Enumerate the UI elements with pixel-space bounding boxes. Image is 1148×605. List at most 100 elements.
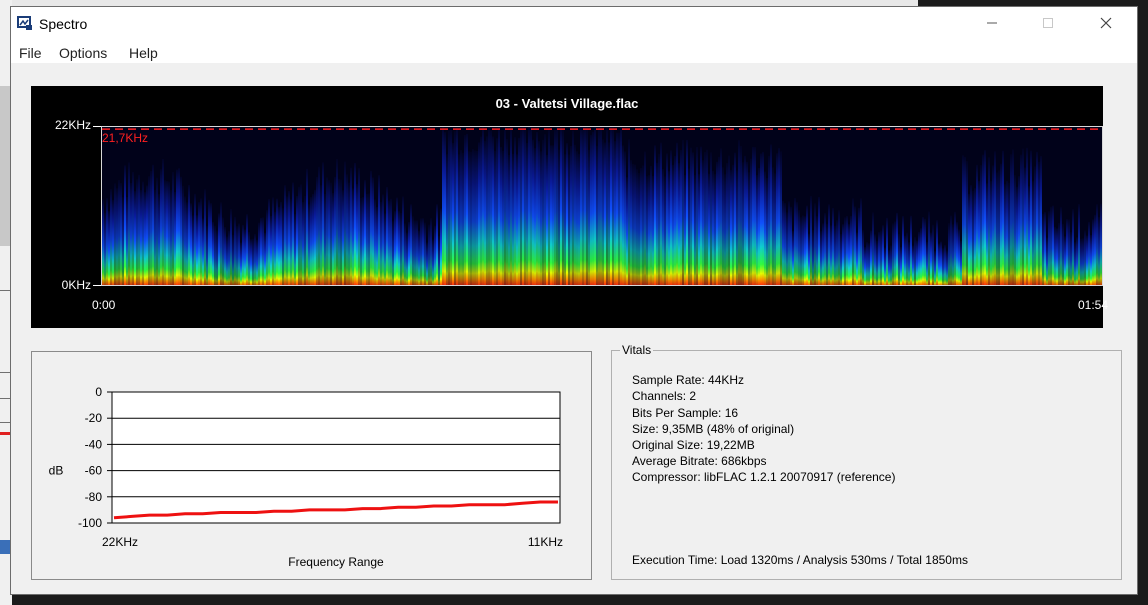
spectrogram-column — [472, 149, 474, 285]
spectrogram-column — [518, 137, 520, 285]
spectrogram-column — [808, 233, 810, 285]
spectrogram-column — [338, 178, 340, 285]
minimize-button[interactable] — [969, 7, 1015, 39]
close-icon — [1100, 17, 1112, 29]
spectrogram-column — [948, 223, 950, 285]
menu-options[interactable]: Options — [59, 45, 108, 61]
spectrogram-column — [668, 171, 670, 285]
spectrogram-column — [918, 231, 920, 285]
spectrogram-column — [414, 220, 416, 285]
vital-original-size: Original Size: 19,22MB — [632, 438, 755, 452]
spectrogram-column — [558, 149, 560, 285]
spectrogram-column — [478, 142, 480, 285]
spectrogram-column — [712, 170, 714, 285]
spectrogram-column — [984, 150, 986, 285]
spectrogram-column — [996, 172, 998, 285]
spectrogram-column — [296, 195, 298, 285]
spectrogram-column — [150, 170, 152, 285]
spectrogram-column — [1048, 211, 1050, 285]
spectrogram-column — [930, 232, 932, 285]
spectrogram-column — [548, 130, 550, 285]
spectrogram-column — [278, 206, 280, 285]
spectrogram-column — [636, 169, 638, 285]
background-image — [0, 86, 12, 246]
spectrogram-column — [620, 127, 622, 285]
spectrogram-column — [144, 192, 146, 285]
spectrogram-column — [208, 199, 210, 285]
spectrogram-column — [994, 151, 996, 285]
spectrogram-column — [988, 157, 990, 285]
spectrogram-column — [682, 139, 684, 285]
spectrogram-column — [544, 134, 546, 285]
menu-file[interactable]: File — [19, 45, 42, 61]
spectrogram-column — [212, 221, 214, 285]
spectrogram-column — [280, 201, 282, 285]
spectrogram-column — [562, 128, 564, 285]
spectrogram-column — [982, 154, 984, 285]
spectrogram-column — [394, 211, 396, 285]
vital-sample-rate: Sample Rate: 44KHz — [632, 373, 745, 387]
spectrogram-column — [436, 204, 438, 285]
spectrogram-column — [764, 171, 766, 285]
spectrogram-column — [584, 127, 586, 285]
y-tick-top — [93, 126, 101, 127]
background-divider — [0, 290, 12, 291]
spectrogram-column — [868, 243, 870, 285]
spectrogram-column — [604, 142, 606, 285]
spectrogram-column — [706, 149, 708, 285]
spectrogram-column — [508, 154, 510, 285]
spectrogram-column — [1066, 219, 1068, 285]
spectrogram-column — [734, 152, 736, 285]
spectrogram-column — [262, 217, 264, 285]
background-divider — [0, 372, 12, 373]
spectrogram-column — [220, 202, 222, 285]
spectrogram-column — [480, 136, 482, 285]
spectrogram-column — [434, 225, 436, 285]
spectrogram-column — [1078, 204, 1080, 285]
spectrogram-column — [134, 191, 136, 285]
close-button[interactable] — [1083, 7, 1129, 39]
db-series-line — [113, 500, 558, 520]
spectrogram-column — [954, 211, 956, 285]
spectrogram-column — [444, 132, 446, 285]
spectrogram-column — [1070, 232, 1072, 285]
spectrogram-column — [286, 196, 288, 285]
spectrogram-column — [298, 186, 300, 285]
menu-help[interactable]: Help — [129, 45, 158, 61]
client-area: 03 - Valtetsi Village.flac 22KHz 0KHz 21… — [11, 63, 1137, 594]
spectrogram-column — [424, 222, 426, 285]
spectrogram-column — [560, 127, 562, 285]
maximize-button[interactable] — [1025, 7, 1071, 39]
spectrogram-column — [344, 161, 346, 285]
spectrogram-column — [192, 215, 194, 285]
spectrogram-column — [236, 226, 238, 285]
spectrogram-column — [514, 137, 516, 285]
spectrogram-column — [782, 200, 784, 285]
spectrogram-column — [656, 162, 658, 285]
spectrogram-column — [574, 144, 576, 285]
spectrogram-column — [164, 180, 166, 285]
spectrogram-column — [306, 168, 308, 285]
spectrogram-column — [714, 174, 716, 285]
spectrogram-column — [340, 179, 342, 285]
spectrogram-column — [590, 134, 592, 285]
spectrogram-column — [460, 150, 462, 285]
spectrogram-column — [756, 175, 758, 285]
title-bar[interactable]: Spectro — [11, 7, 1137, 39]
spectrogram-column — [922, 216, 924, 285]
spectrogram-column — [526, 142, 528, 285]
spectrogram-column — [356, 184, 358, 285]
spectrogram-column — [626, 177, 628, 285]
spectrogram-column — [952, 224, 954, 285]
spectrogram-column — [108, 211, 110, 285]
spectrogram-column — [530, 127, 532, 285]
spectrogram-column — [348, 182, 350, 285]
spectrogram-column — [336, 159, 338, 285]
spectrogram-column — [890, 245, 892, 285]
background-divider — [0, 398, 12, 399]
spectrogram-column — [800, 217, 802, 285]
spectrogram-column — [142, 181, 144, 285]
spectrogram-column — [182, 185, 184, 285]
spectrogram-column — [944, 244, 946, 285]
spectrogram-column — [694, 175, 696, 285]
